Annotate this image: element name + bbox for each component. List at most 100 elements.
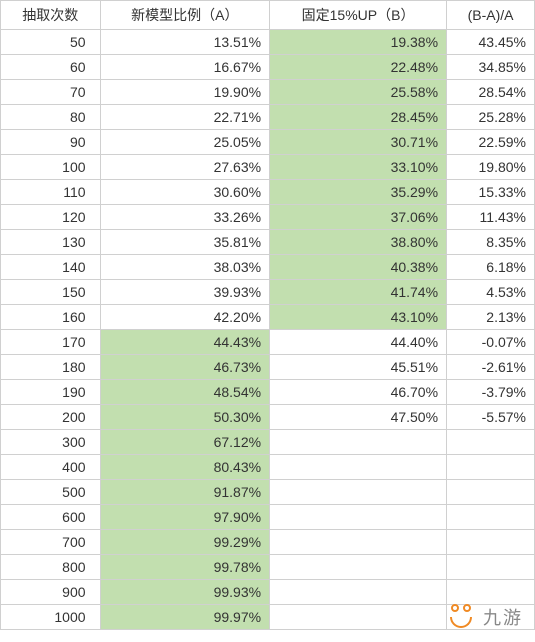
table-row: 11030.60%35.29%15.33%: [1, 180, 535, 205]
table-row: 14038.03%40.38%6.18%: [1, 255, 535, 280]
cell-count: 600: [1, 505, 101, 530]
cell-fixed-b: 35.29%: [270, 180, 447, 205]
table-row: 7019.90%25.58%28.54%: [1, 80, 535, 105]
cell-model-a: 19.90%: [100, 80, 270, 105]
table-row: 80099.78%: [1, 555, 535, 580]
cell-count: 120: [1, 205, 101, 230]
cell-diff: 4.53%: [447, 280, 535, 305]
cell-count: 190: [1, 380, 101, 405]
cell-model-a: 99.29%: [100, 530, 270, 555]
table-row: 20050.30%47.50%-5.57%: [1, 405, 535, 430]
cell-fixed-b: [270, 480, 447, 505]
cell-diff: [447, 580, 535, 605]
cell-diff: 8.35%: [447, 230, 535, 255]
cell-fixed-b: [270, 580, 447, 605]
cell-fixed-b: 38.80%: [270, 230, 447, 255]
cell-diff: 19.80%: [447, 155, 535, 180]
header-row: 抽取次数 新模型比例（A） 固定15%UP（B） (B-A)/A: [1, 1, 535, 30]
cell-count: 130: [1, 230, 101, 255]
cell-diff: [447, 555, 535, 580]
cell-diff: [447, 480, 535, 505]
cell-diff: 43.45%: [447, 30, 535, 55]
cell-fixed-b: 40.38%: [270, 255, 447, 280]
cell-model-a: 16.67%: [100, 55, 270, 80]
cell-model-a: 44.43%: [100, 330, 270, 355]
cell-fixed-b: 41.74%: [270, 280, 447, 305]
cell-fixed-b: 28.45%: [270, 105, 447, 130]
table-row: 50091.87%: [1, 480, 535, 505]
cell-model-a: 35.81%: [100, 230, 270, 255]
cell-count: 400: [1, 455, 101, 480]
cell-fixed-b: [270, 455, 447, 480]
cell-count: 200: [1, 405, 101, 430]
cell-diff: [447, 505, 535, 530]
cell-fixed-b: 33.10%: [270, 155, 447, 180]
cell-diff: -0.07%: [447, 330, 535, 355]
cell-model-a: 13.51%: [100, 30, 270, 55]
cell-diff: -2.61%: [447, 355, 535, 380]
cell-count: 800: [1, 555, 101, 580]
table-row: 17044.43%44.40%-0.07%: [1, 330, 535, 355]
cell-count: 700: [1, 530, 101, 555]
cell-model-a: 48.54%: [100, 380, 270, 405]
table-row: 9025.05%30.71%22.59%: [1, 130, 535, 155]
cell-model-a: 38.03%: [100, 255, 270, 280]
table-row: 70099.29%: [1, 530, 535, 555]
cell-diff: 2.13%: [447, 305, 535, 330]
cell-diff: 28.54%: [447, 80, 535, 105]
cell-count: 300: [1, 430, 101, 455]
cell-count: 170: [1, 330, 101, 355]
cell-count: 80: [1, 105, 101, 130]
header-fixed-b: 固定15%UP（B）: [270, 1, 447, 30]
cell-model-a: 33.26%: [100, 205, 270, 230]
cell-diff: 34.85%: [447, 55, 535, 80]
cell-model-a: 25.05%: [100, 130, 270, 155]
cell-model-a: 39.93%: [100, 280, 270, 305]
table-row: 19048.54%46.70%-3.79%: [1, 380, 535, 405]
cell-model-a: 67.12%: [100, 430, 270, 455]
table-row: 10027.63%33.10%19.80%: [1, 155, 535, 180]
cell-model-a: 99.97%: [100, 605, 270, 630]
jiuyou-logo-icon: [447, 602, 477, 632]
cell-model-a: 99.93%: [100, 580, 270, 605]
cell-count: 90: [1, 130, 101, 155]
cell-diff: 11.43%: [447, 205, 535, 230]
cell-fixed-b: [270, 430, 447, 455]
cell-diff: 22.59%: [447, 130, 535, 155]
cell-count: 110: [1, 180, 101, 205]
header-diff: (B-A)/A: [447, 1, 535, 30]
cell-count: 500: [1, 480, 101, 505]
cell-count: 160: [1, 305, 101, 330]
cell-fixed-b: [270, 505, 447, 530]
cell-model-a: 42.20%: [100, 305, 270, 330]
cell-diff: 25.28%: [447, 105, 535, 130]
cell-count: 140: [1, 255, 101, 280]
cell-count: 70: [1, 80, 101, 105]
cell-fixed-b: 44.40%: [270, 330, 447, 355]
cell-model-a: 99.78%: [100, 555, 270, 580]
cell-count: 180: [1, 355, 101, 380]
cell-model-a: 46.73%: [100, 355, 270, 380]
cell-fixed-b: [270, 530, 447, 555]
table-row: 15039.93%41.74%4.53%: [1, 280, 535, 305]
cell-fixed-b: 46.70%: [270, 380, 447, 405]
cell-diff: -3.79%: [447, 380, 535, 405]
cell-model-a: 91.87%: [100, 480, 270, 505]
cell-diff: [447, 530, 535, 555]
cell-fixed-b: [270, 555, 447, 580]
table-row: 5013.51%19.38%43.45%: [1, 30, 535, 55]
cell-count: 50: [1, 30, 101, 55]
table-row: 30067.12%: [1, 430, 535, 455]
table-row: 13035.81%38.80%8.35%: [1, 230, 535, 255]
cell-count: 1000: [1, 605, 101, 630]
cell-fixed-b: 47.50%: [270, 405, 447, 430]
cell-diff: [447, 430, 535, 455]
cell-model-a: 27.63%: [100, 155, 270, 180]
cell-model-a: 22.71%: [100, 105, 270, 130]
cell-count: 100: [1, 155, 101, 180]
table-row: 60097.90%: [1, 505, 535, 530]
cell-diff: 15.33%: [447, 180, 535, 205]
header-model-a: 新模型比例（A）: [100, 1, 270, 30]
cell-fixed-b: 22.48%: [270, 55, 447, 80]
table-row: 8022.71%28.45%25.28%: [1, 105, 535, 130]
